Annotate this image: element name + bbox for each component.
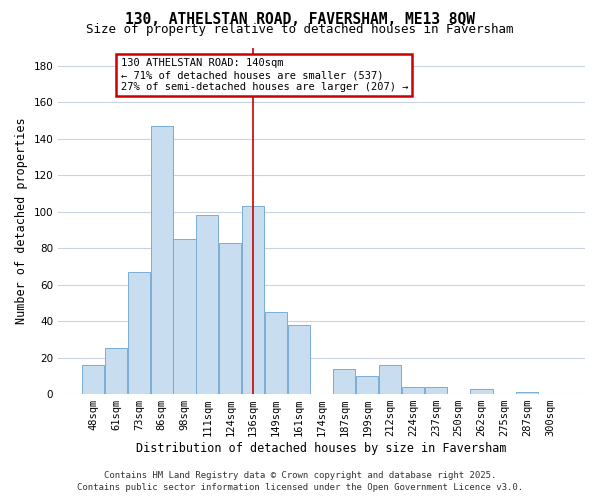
Bar: [265, 312, 287, 394]
Text: 130, ATHELSTAN ROAD, FAVERSHAM, ME13 8QW: 130, ATHELSTAN ROAD, FAVERSHAM, ME13 8QW: [125, 12, 475, 28]
Text: Size of property relative to detached houses in Faversham: Size of property relative to detached ho…: [86, 22, 514, 36]
Bar: [287, 325, 310, 394]
Bar: [470, 388, 493, 394]
Text: 130 ATHELSTAN ROAD: 140sqm
← 71% of detached houses are smaller (537)
27% of sem: 130 ATHELSTAN ROAD: 140sqm ← 71% of deta…: [121, 58, 408, 92]
Bar: [356, 376, 379, 394]
Bar: [128, 272, 150, 394]
Bar: [82, 365, 104, 394]
Bar: [402, 387, 424, 394]
Bar: [105, 348, 127, 394]
Bar: [516, 392, 538, 394]
Bar: [173, 239, 196, 394]
Bar: [219, 242, 241, 394]
Bar: [334, 368, 355, 394]
Bar: [151, 126, 173, 394]
Text: Contains HM Land Registry data © Crown copyright and database right 2025.
Contai: Contains HM Land Registry data © Crown c…: [77, 471, 523, 492]
Y-axis label: Number of detached properties: Number of detached properties: [15, 118, 28, 324]
Bar: [425, 387, 447, 394]
Bar: [196, 216, 218, 394]
X-axis label: Distribution of detached houses by size in Faversham: Distribution of detached houses by size …: [136, 442, 507, 455]
Bar: [379, 365, 401, 394]
Bar: [242, 206, 264, 394]
